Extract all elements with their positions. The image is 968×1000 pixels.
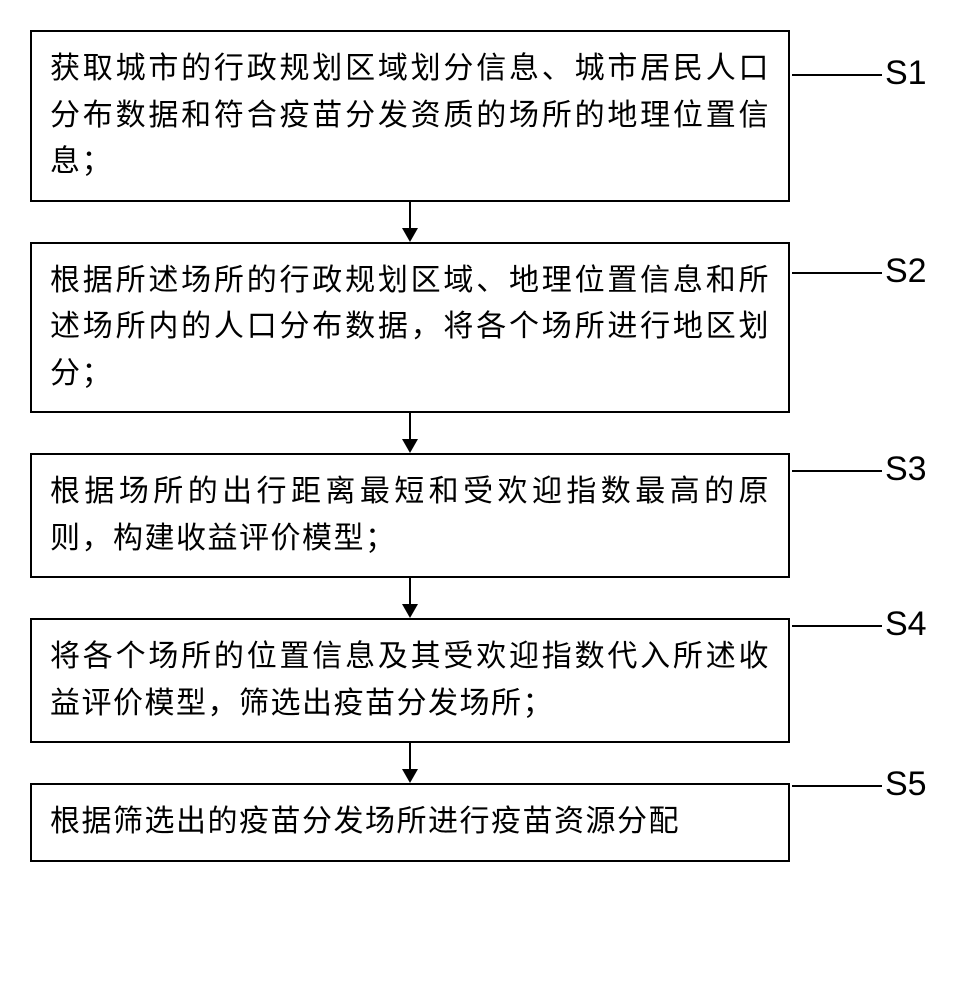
arrow-down-icon <box>398 413 422 453</box>
arrow-down-icon <box>398 743 422 783</box>
connector-s2 <box>792 272 882 274</box>
connector-s3 <box>792 470 882 472</box>
step-label-s1: S1 <box>885 54 927 93</box>
connector-s4 <box>792 625 882 627</box>
step-box-s2: 根据所述场所的行政规划区域、地理位置信息和所述场所内的人口分布数据，将各个场所进… <box>30 242 790 414</box>
step-text: 获取城市的行政规划区域划分信息、城市居民人口分布数据和符合疫苗分发资质的场所的地… <box>50 46 770 186</box>
step-box-s4: 将各个场所的位置信息及其受欢迎指数代入所述收益评价模型，筛选出疫苗分发场所； <box>30 618 790 743</box>
arrow-down-icon <box>398 202 422 242</box>
arrow-s4-s5 <box>30 743 790 783</box>
arrow-s2-s3 <box>30 413 790 453</box>
step-label-s2: S2 <box>885 252 927 291</box>
step-text: 根据场所的出行距离最短和受欢迎指数最高的原则，构建收益评价模型； <box>50 469 770 562</box>
step-label-s3: S3 <box>885 450 927 489</box>
arrow-s1-s2 <box>30 202 790 242</box>
step-box-s5: 根据筛选出的疫苗分发场所进行疫苗资源分配 <box>30 783 790 862</box>
step-label-s4: S4 <box>885 605 927 644</box>
step-text: 根据筛选出的疫苗分发场所进行疫苗资源分配 <box>50 799 770 846</box>
flowchart-container: 获取城市的行政规划区域划分信息、城市居民人口分布数据和符合疫苗分发资质的场所的地… <box>30 30 930 862</box>
step-text: 将各个场所的位置信息及其受欢迎指数代入所述收益评价模型，筛选出疫苗分发场所； <box>50 634 770 727</box>
connector-s1 <box>792 74 882 76</box>
step-text: 根据所述场所的行政规划区域、地理位置信息和所述场所内的人口分布数据，将各个场所进… <box>50 258 770 398</box>
arrow-s3-s4 <box>30 578 790 618</box>
connector-s5 <box>792 785 882 787</box>
arrow-down-icon <box>398 578 422 618</box>
step-box-s1: 获取城市的行政规划区域划分信息、城市居民人口分布数据和符合疫苗分发资质的场所的地… <box>30 30 790 202</box>
step-box-s3: 根据场所的出行距离最短和受欢迎指数最高的原则，构建收益评价模型； <box>30 453 790 578</box>
step-label-s5: S5 <box>885 765 927 804</box>
